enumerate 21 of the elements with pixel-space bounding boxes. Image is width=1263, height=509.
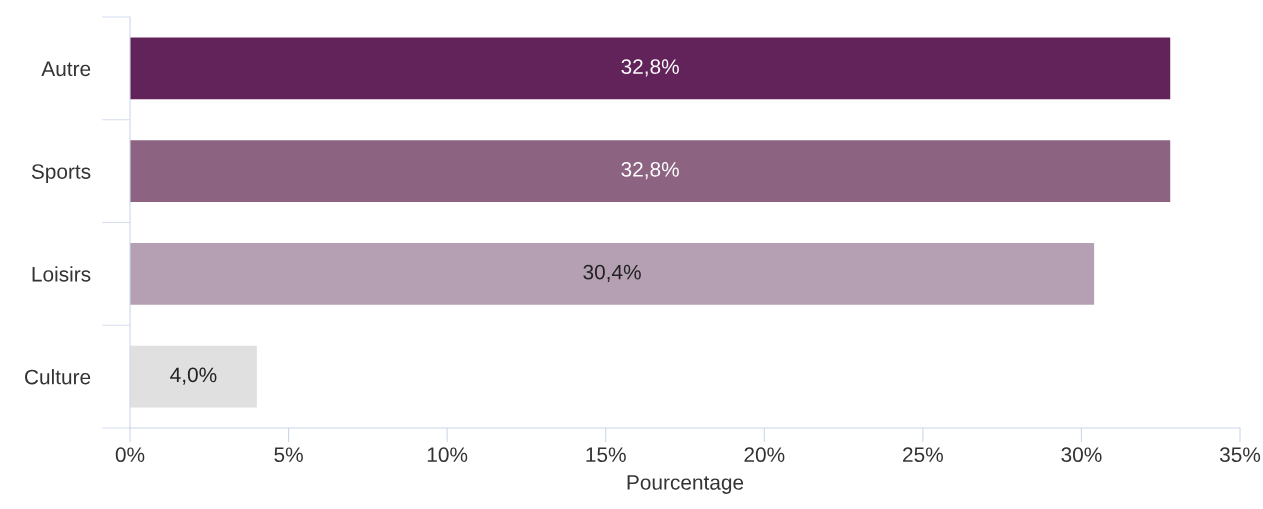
- x-tick-label: 15%: [586, 447, 626, 463]
- y-tick-label: Autre: [41, 61, 91, 77]
- bar: [130, 345, 257, 408]
- x-tick-label: 5%: [274, 447, 303, 463]
- x-tick-label: 20%: [744, 447, 785, 463]
- data-label: 30,4%: [583, 264, 641, 282]
- data-label: 4,0%: [170, 367, 217, 385]
- x-tick-label: 25%: [903, 447, 943, 463]
- bar: [130, 243, 1095, 305]
- data-label: 32,8%: [621, 59, 679, 77]
- data-label: 32,8%: [621, 161, 679, 180]
- y-tick-label: Culture: [25, 369, 91, 385]
- x-tick-label: 30%: [1061, 447, 1102, 463]
- y-tick-label: Loisirs: [32, 266, 91, 282]
- bar: [130, 140, 1171, 202]
- x-tick-label: 35%: [1219, 447, 1261, 463]
- bar: [130, 37, 1171, 100]
- x-axis-title: Pourcentage: [627, 475, 744, 494]
- x-tick-label: 0%: [115, 447, 145, 463]
- y-tick-label: Sports: [31, 164, 91, 183]
- x-tick-label: 10%: [427, 447, 468, 463]
